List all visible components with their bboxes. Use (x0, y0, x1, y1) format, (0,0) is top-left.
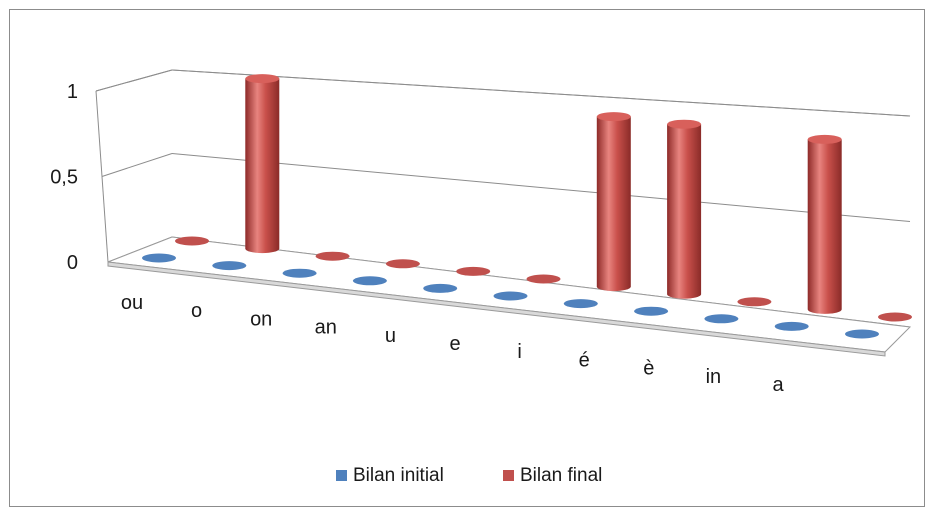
legend: Bilan initial Bilan final (336, 465, 602, 486)
bar-bilan-initial-1-base (212, 261, 247, 271)
bar-bilan-final-9-body (807, 139, 842, 314)
x-tick-label: o (191, 300, 202, 322)
bar-bilan-final-0-base (175, 236, 209, 246)
bar-bilan-initial-6-base (563, 299, 598, 309)
bar-bilan-final-3-base (385, 259, 420, 269)
x-tick-label: a (772, 374, 784, 396)
legend-label-bilan-final: Bilan final (520, 465, 602, 486)
bar-bilan-final-7-body (667, 124, 702, 299)
bar-bilan-initial-9 (774, 321, 809, 331)
bar-bilan-initial-5-base (493, 291, 528, 301)
x-tick-label: in (706, 366, 722, 388)
bar-bilan-initial-3 (352, 276, 387, 286)
x-tick-label: é (579, 349, 590, 371)
bar-bilan-final-9-top (807, 134, 842, 144)
gridline-side (95, 69, 173, 92)
bar-bilan-initial-4 (423, 283, 458, 293)
y-axis-ticks: 00,51 (50, 81, 78, 274)
bar-bilan-final-0 (175, 236, 209, 246)
legend-item-bilan-final: Bilan final (503, 465, 602, 486)
bar-bilan-final-6 (596, 112, 631, 292)
y-tick-label: 0 (67, 252, 78, 274)
legend-item-bilan-initial: Bilan initial (336, 465, 444, 486)
bar-bilan-final-1 (245, 74, 280, 254)
bar-bilan-initial-6 (563, 299, 598, 309)
bar-bilan-initial-0-base (142, 253, 176, 263)
bar-bilan-initial-1 (212, 261, 247, 271)
y-tick-label: 0,5 (50, 167, 78, 189)
bar-bilan-final-6-top (596, 112, 631, 122)
bar-bilan-final-2-base (315, 251, 350, 261)
bar-bilan-initial-8-base (704, 314, 739, 324)
bar-bilan-initial-0 (142, 253, 176, 263)
bar-bilan-final-7-top (667, 119, 702, 129)
bar-bilan-final-8-base (737, 297, 772, 307)
x-tick-label: u (385, 325, 396, 347)
bar-bilan-final-8 (737, 297, 772, 307)
bar-bilan-initial-7-base (634, 306, 669, 316)
bar-bilan-final-9 (807, 134, 842, 314)
x-tick-label: an (315, 317, 337, 339)
bar-bilan-final-5-base (526, 274, 561, 284)
bar-bilan-final-10 (878, 312, 912, 322)
bar-bilan-initial-2-base (282, 268, 317, 278)
bar-bilan-initial-9-base (774, 321, 809, 331)
bar-bilan-final-2 (315, 251, 350, 261)
legend-swatch-bilan-initial (336, 470, 347, 481)
gridline-side (101, 153, 173, 177)
bar-bilan-initial-7 (634, 306, 669, 316)
y-tick-label: 1 (67, 81, 78, 103)
x-tick-label: ou (121, 292, 143, 314)
floor-edge (107, 261, 886, 357)
bar-bilan-initial-5 (493, 291, 528, 301)
bar-bilan-final-3 (385, 259, 420, 269)
bar-bilan-final-10-base (878, 312, 912, 322)
bar-bilan-initial-3-base (352, 276, 387, 286)
gridline-back (171, 69, 911, 117)
bar-bilan-initial-10 (845, 329, 879, 339)
bar-bilan-final-6-body (596, 116, 631, 292)
bar-bilan-final-1-body (245, 78, 280, 254)
x-tick-label: è (643, 358, 654, 380)
bar-bilan-final-5 (526, 274, 561, 284)
bar-bilan-initial-2 (282, 268, 317, 278)
gridline-back (171, 153, 911, 222)
chart-walls (95, 69, 911, 263)
bar-bilan-final-1-top (245, 74, 280, 84)
x-tick-label: e (449, 333, 460, 355)
bar-bilan-final-4-base (456, 266, 491, 276)
legend-swatch-bilan-final (503, 470, 514, 481)
legend-label-bilan-initial: Bilan initial (353, 465, 444, 486)
x-axis-ticks: ou o on an u e i é è in a (121, 292, 785, 396)
x-tick-label: i (517, 341, 521, 363)
x-tick-label: on (250, 308, 272, 330)
bar-bilan-initial-8 (704, 314, 739, 324)
bar-bilan-final-7 (667, 119, 702, 299)
bars (142, 74, 912, 339)
bar-bilan-initial-4-base (423, 283, 458, 293)
bar-bilan-final-4 (456, 266, 491, 276)
bar-bilan-initial-10-base (845, 329, 879, 339)
